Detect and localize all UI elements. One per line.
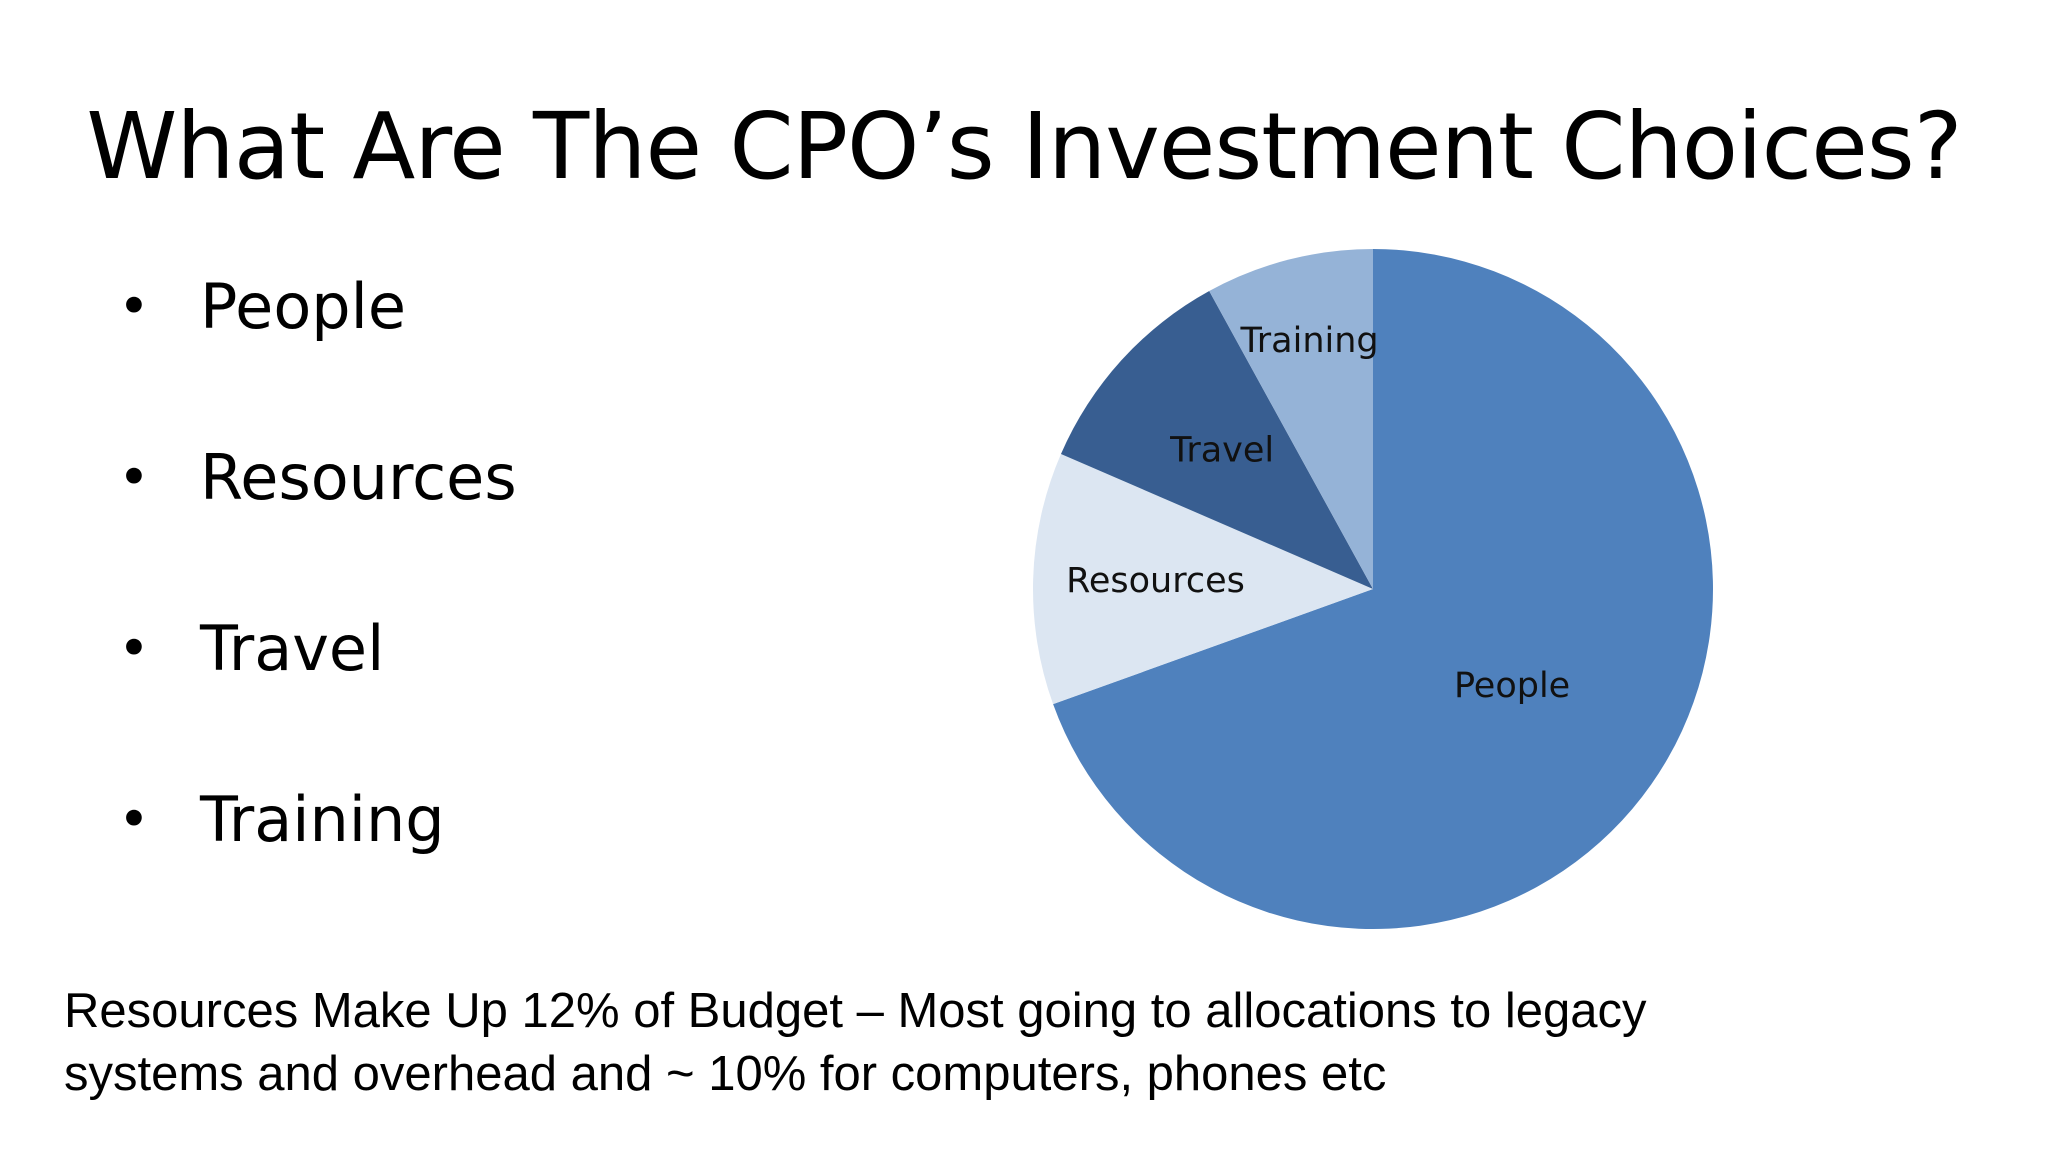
bullet-dot: • xyxy=(118,446,150,509)
pie-slice-travel xyxy=(1060,291,1373,589)
bullet-text: Resources xyxy=(200,441,517,514)
slice-label-resources: Resources xyxy=(1066,561,1245,601)
slice-label-people: People xyxy=(1454,666,1570,706)
bullet-dot: • xyxy=(118,617,150,680)
bullet-text: Training xyxy=(200,783,445,856)
pie-slice-training xyxy=(1209,249,1373,589)
pie-slice-resources xyxy=(1033,453,1373,705)
slice-label-training: Training xyxy=(1240,321,1379,361)
footnote-line-2: systems and overhead and ~ 10% for compu… xyxy=(64,1047,1387,1101)
bullet-text: Travel xyxy=(200,612,385,685)
bullet-dot: • xyxy=(118,275,150,338)
bullet-text: People xyxy=(200,270,406,343)
pie-slice-people xyxy=(1053,249,1713,930)
slice-label-travel: Travel xyxy=(1169,431,1274,471)
footnote: Resources Make Up 12% of Budget – Most g… xyxy=(64,980,1647,1106)
bullet-dot: • xyxy=(118,788,150,851)
slide-title: What Are The CPO’s Investment Choices? xyxy=(86,93,1962,200)
footnote-line-1: Resources Make Up 12% of Budget – Most g… xyxy=(64,984,1647,1038)
